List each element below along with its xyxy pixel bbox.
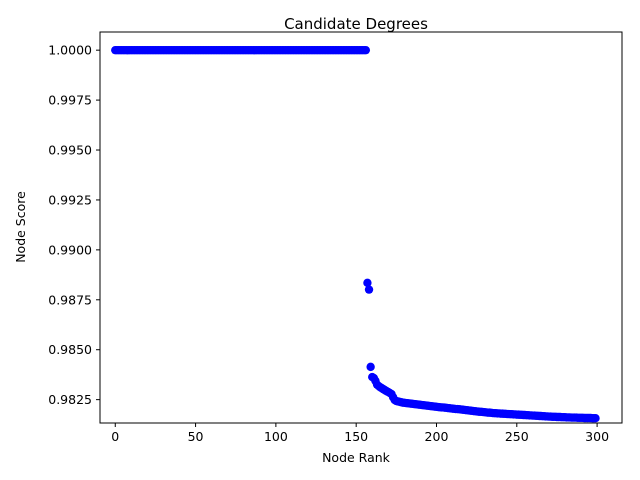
data-point xyxy=(364,285,374,294)
y-tick-label: 0.9850 xyxy=(48,342,92,357)
chart-title: Candidate Degrees xyxy=(284,15,428,33)
plot-frame xyxy=(99,31,623,424)
x-tick-label: 100 xyxy=(264,429,288,444)
x-tick-label: 300 xyxy=(585,429,609,444)
x-tick-label: 150 xyxy=(344,429,368,444)
x-tick-label: 50 xyxy=(188,429,204,444)
y-tick-label: 0.9950 xyxy=(48,143,92,158)
x-tick-label: 200 xyxy=(425,429,449,444)
y-tick-label: 0.9925 xyxy=(48,192,92,207)
y-tick-label: 0.9825 xyxy=(48,392,92,407)
y-tick-label: 0.9900 xyxy=(48,242,92,257)
y-tick-label: 0.9875 xyxy=(48,292,92,307)
y-axis-label: Node Score xyxy=(13,191,28,263)
x-tick-label: 0 xyxy=(111,429,119,444)
x-axis-label: Node Rank xyxy=(322,450,391,465)
y-axis: 0.9825 0.9850 0.9875 0.9900 0.9925 0.9950 0.99… xyxy=(48,43,100,407)
x-axis: 0 50 100 150 200 250 300 xyxy=(111,423,609,444)
y-tick-label: 0.9975 xyxy=(48,93,92,108)
data-points xyxy=(111,45,600,423)
data-point xyxy=(363,278,372,288)
data-point xyxy=(591,414,600,423)
data-point xyxy=(366,362,375,372)
data-point xyxy=(361,45,371,55)
x-tick-label: 250 xyxy=(505,429,529,444)
y-tick-label: 1.0000 xyxy=(48,43,92,58)
